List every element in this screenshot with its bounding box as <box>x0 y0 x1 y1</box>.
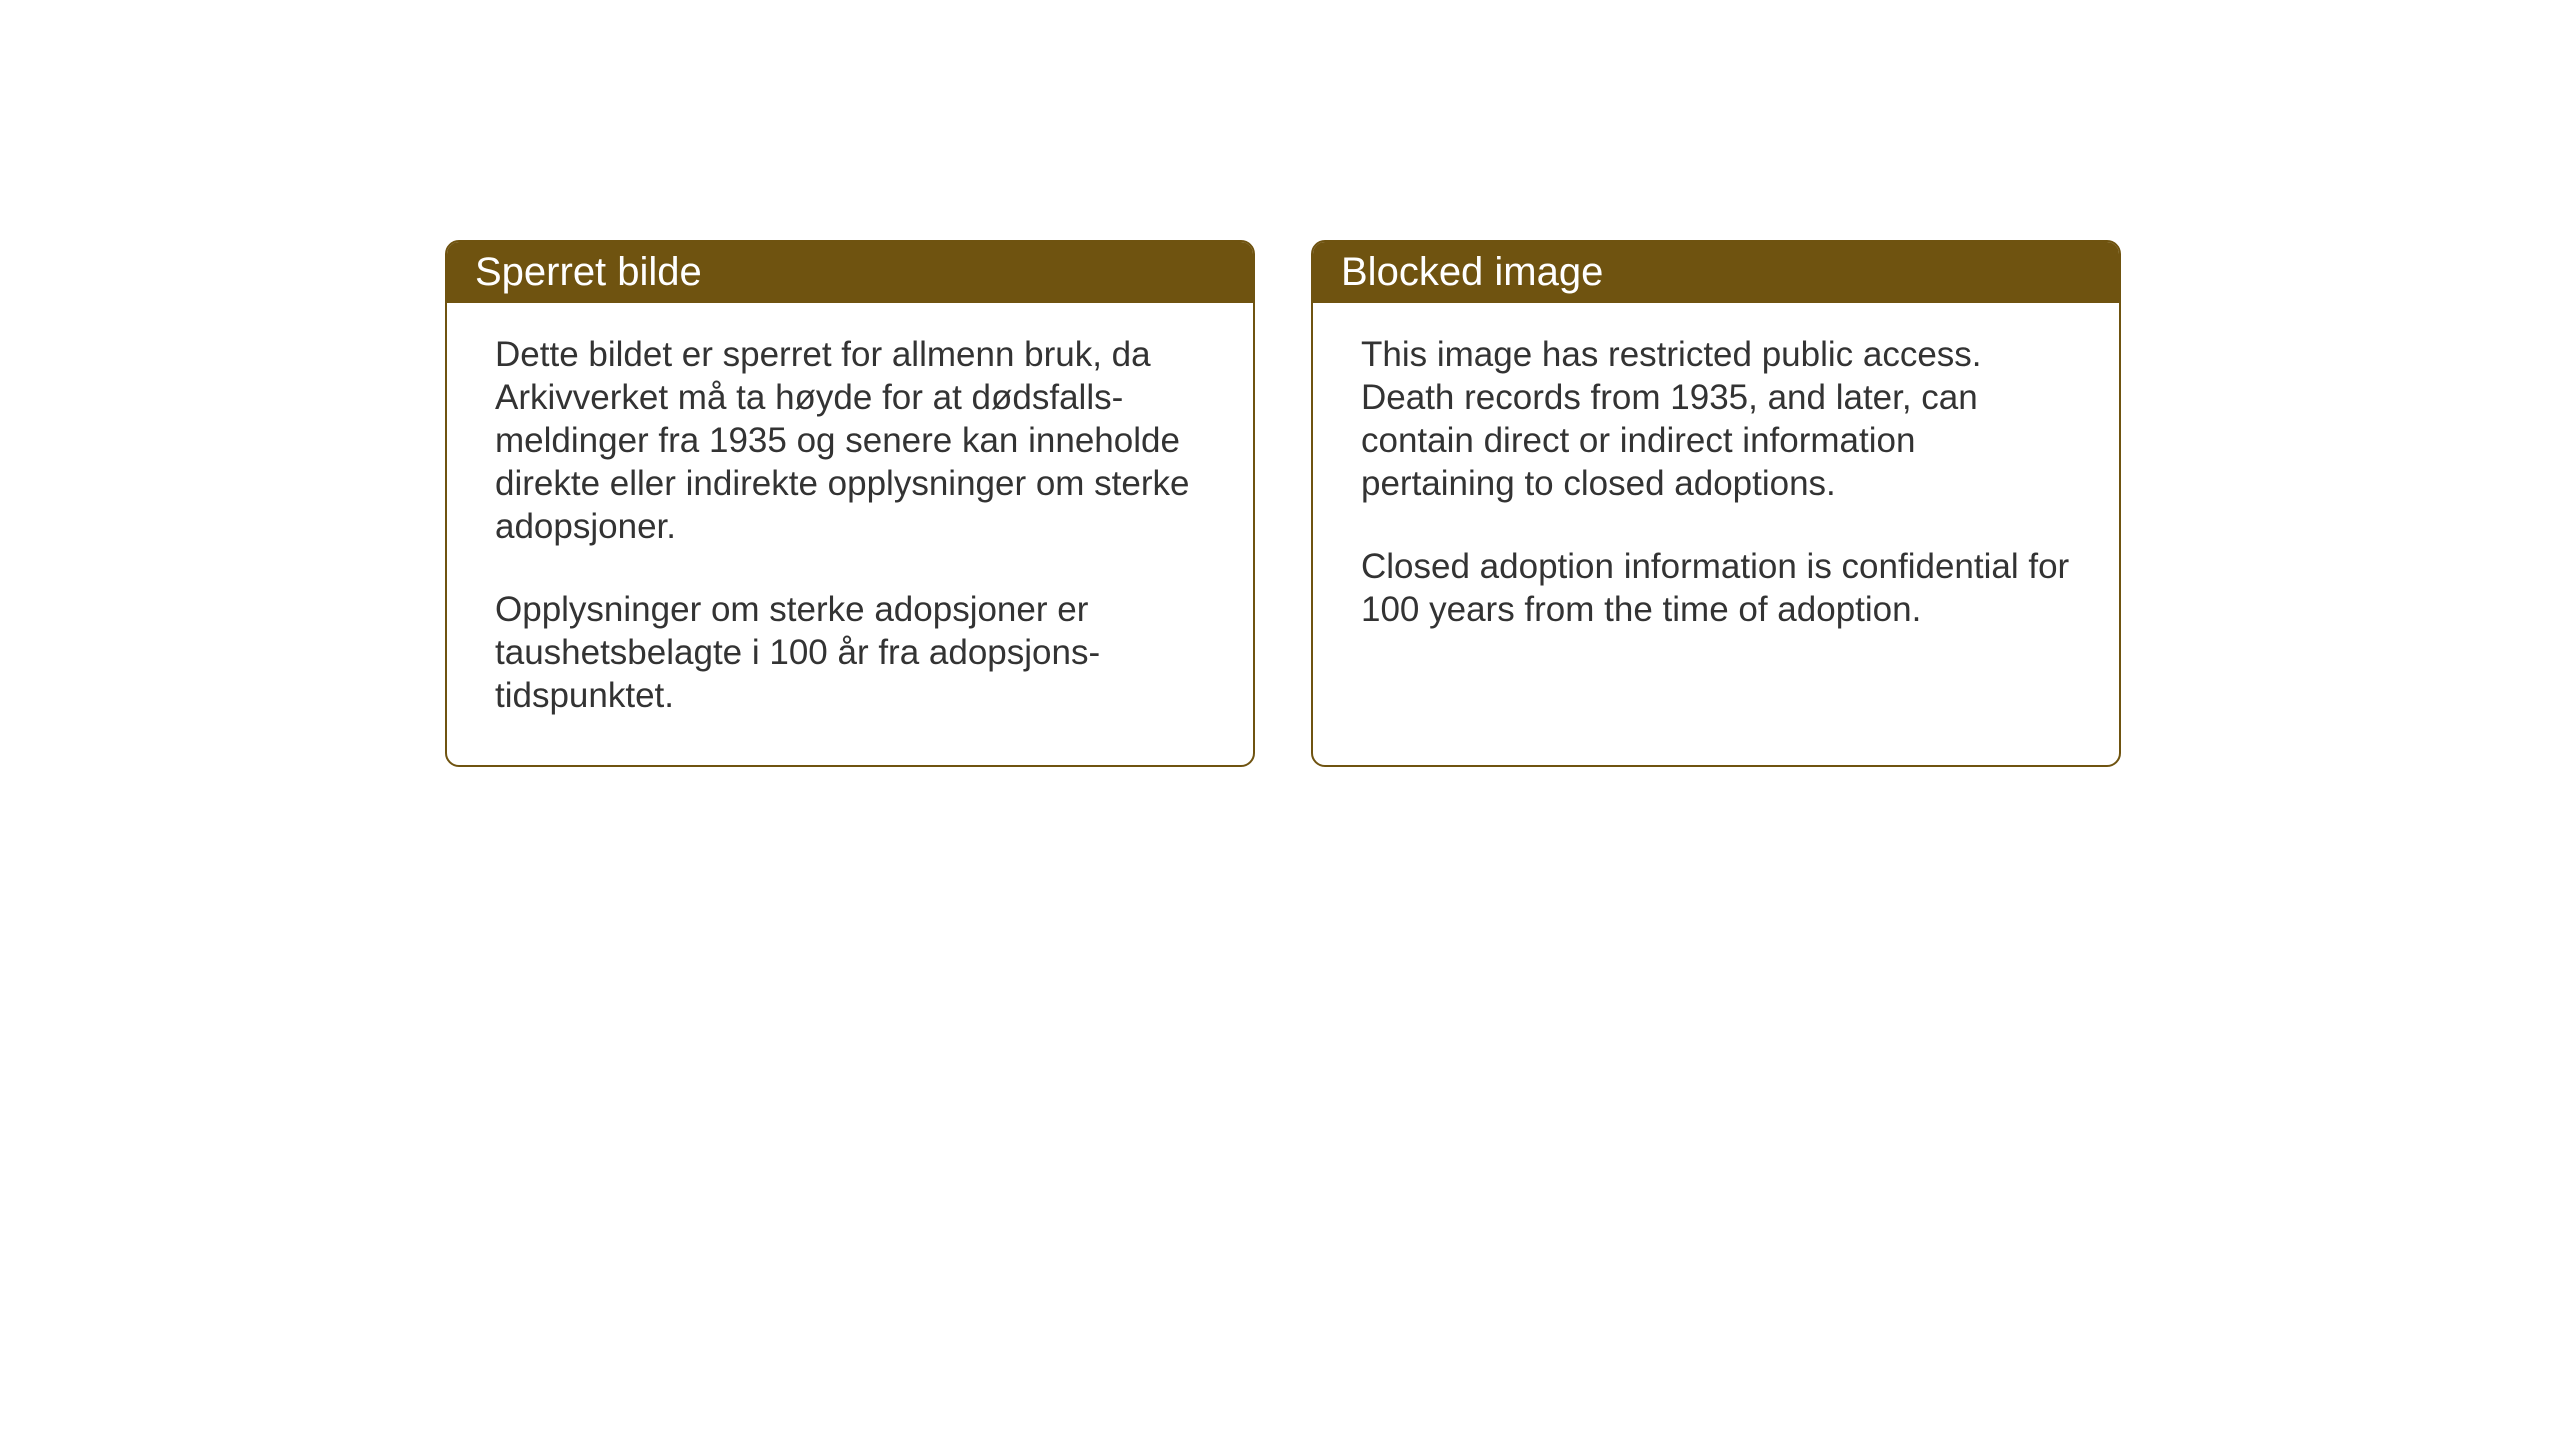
notice-paragraph: Closed adoption information is confident… <box>1361 545 2071 631</box>
notice-box-norwegian: Sperret bilde Dette bildet er sperret fo… <box>445 240 1255 767</box>
notice-paragraph: Opplysninger om sterke adopsjoner er tau… <box>495 588 1205 717</box>
notice-container: Sperret bilde Dette bildet er sperret fo… <box>445 240 2121 767</box>
notice-box-english: Blocked image This image has restricted … <box>1311 240 2121 767</box>
notice-body-norwegian: Dette bildet er sperret for allmenn bruk… <box>447 303 1253 765</box>
notice-paragraph: This image has restricted public access.… <box>1361 333 2071 505</box>
notice-paragraph: Dette bildet er sperret for allmenn bruk… <box>495 333 1205 548</box>
notice-header-norwegian: Sperret bilde <box>447 242 1253 303</box>
notice-header-english: Blocked image <box>1313 242 2119 303</box>
notice-title-norwegian: Sperret bilde <box>475 250 702 294</box>
notice-body-english: This image has restricted public access.… <box>1313 303 2119 679</box>
notice-title-english: Blocked image <box>1341 250 1603 294</box>
